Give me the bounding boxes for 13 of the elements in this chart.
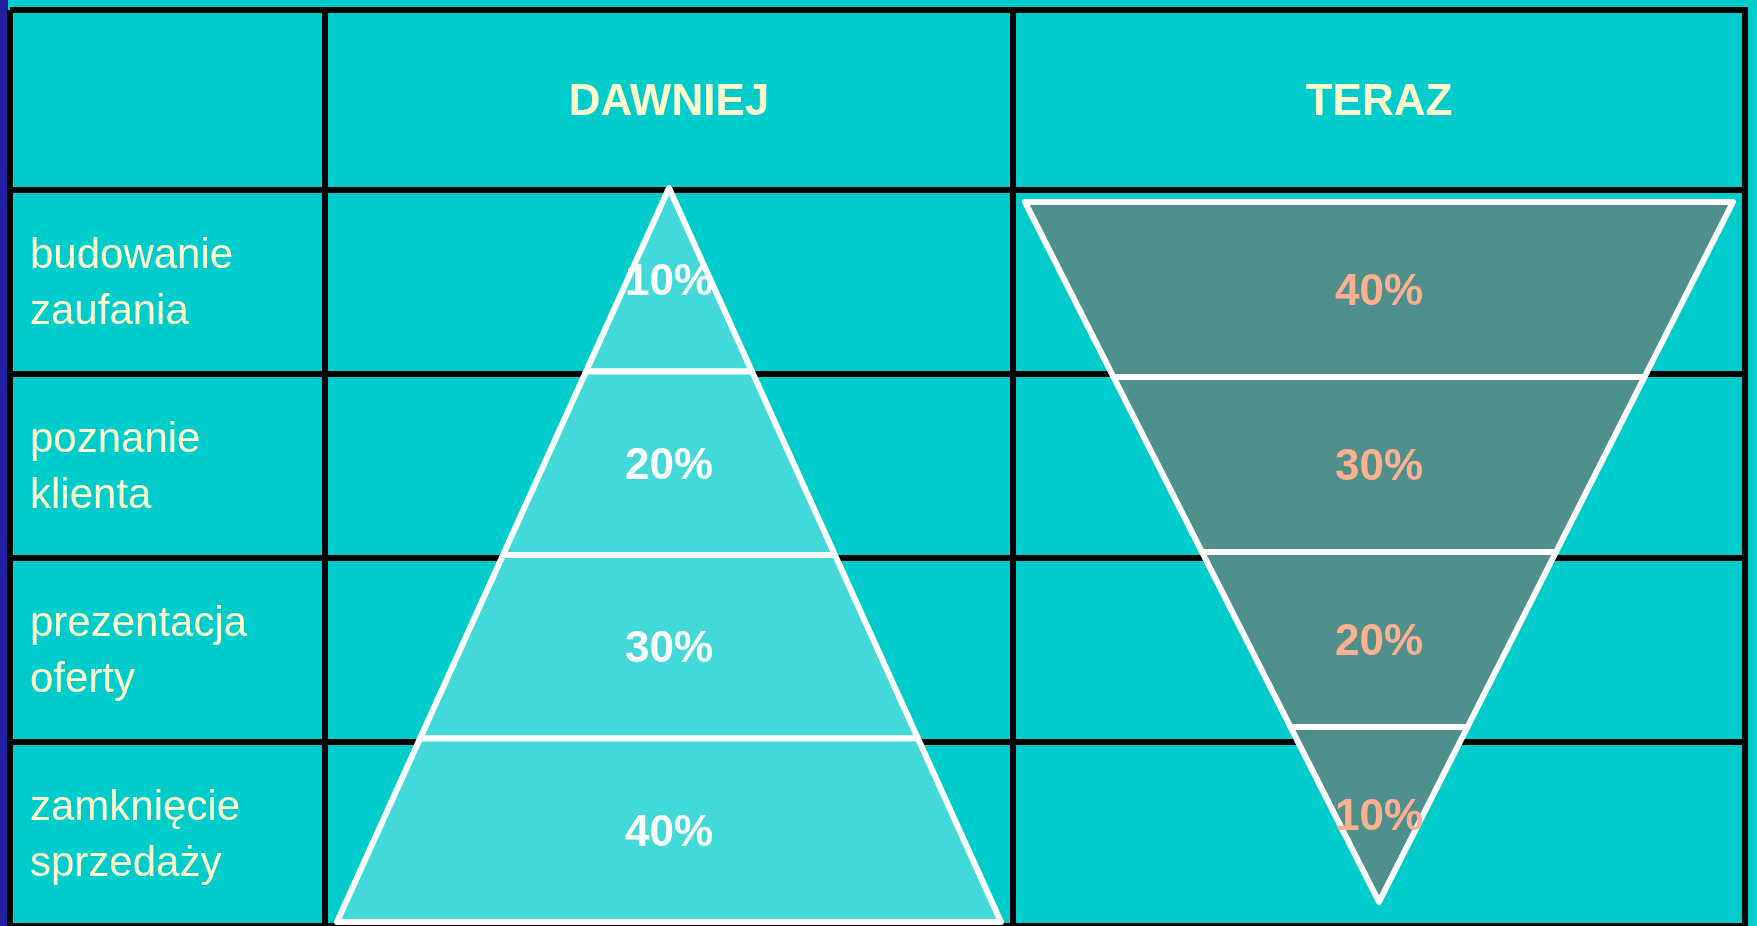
data-label: 30% bbox=[1334, 440, 1424, 489]
data-label: 20% bbox=[1334, 615, 1424, 664]
data-label: 40% bbox=[624, 805, 714, 855]
data-label: 30% bbox=[624, 622, 714, 672]
category-label: prezentacja oferty bbox=[29, 597, 249, 703]
series-label: TERAZ bbox=[1304, 74, 1454, 126]
data-label: 40% bbox=[1334, 265, 1424, 314]
category-label: poznanie klienta bbox=[29, 413, 202, 519]
data-label: 10% bbox=[1334, 790, 1424, 839]
category-label: zamknięcie sprzedaży bbox=[29, 781, 242, 887]
data-label: 20% bbox=[624, 438, 714, 488]
text: DAWNIEJ bbox=[567, 74, 771, 126]
category-label: budowanie zaufania bbox=[29, 229, 235, 335]
